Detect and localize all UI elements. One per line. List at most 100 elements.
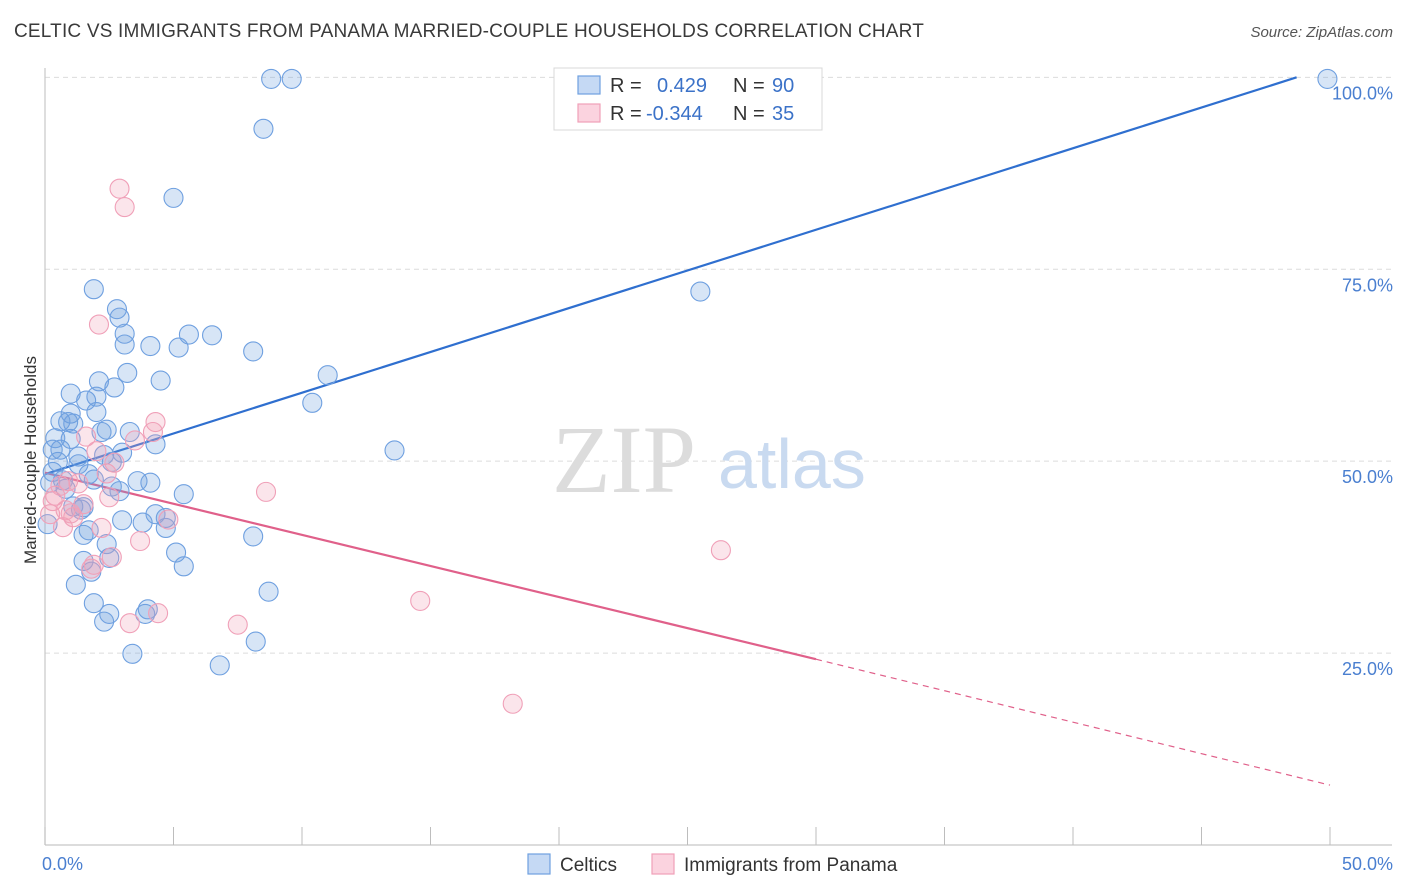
y-tick-labels: 25.0% 50.0% 75.0% 100.0% (1332, 83, 1393, 679)
y-tick-label: 75.0% (1342, 275, 1393, 295)
source-label: Source: ZipAtlas.com (1250, 24, 1393, 41)
legend-r-value-celtics: 0.429 (657, 75, 707, 97)
data-point (91, 517, 112, 539)
data-point (70, 499, 92, 520)
data-point (50, 411, 71, 432)
series-celtics (37, 68, 1338, 676)
data-point (317, 365, 338, 386)
legend-swatch-panama (577, 103, 601, 123)
data-point (1317, 68, 1338, 89)
data-points (37, 68, 1338, 714)
trend-line-extension (815, 658, 1331, 786)
x-tick-labels: 0.0% 50.0% (42, 854, 1393, 874)
legend-r-label-2: R = (610, 103, 642, 125)
bottom-legend-swatch-panama (651, 853, 675, 875)
legend-swatch-celtics (577, 75, 601, 95)
data-point (40, 504, 61, 525)
data-point (119, 613, 140, 634)
data-point (410, 590, 431, 611)
data-point (173, 556, 194, 577)
legend-n-label-2: N = (733, 103, 765, 125)
data-point (112, 510, 133, 531)
data-point (148, 603, 169, 624)
data-point (96, 463, 117, 484)
data-point (83, 469, 104, 490)
data-point (86, 386, 107, 407)
data-point (88, 371, 110, 392)
data-point (137, 599, 158, 620)
data-point (145, 411, 166, 433)
data-point (202, 325, 223, 346)
data-point (243, 341, 264, 362)
data-point (261, 68, 282, 89)
data-point (122, 643, 143, 664)
data-point (65, 574, 86, 595)
bottom-legend: Celtics Immigrants from Panama (527, 853, 898, 876)
data-point (68, 473, 89, 494)
watermark-zip: ZIP (552, 406, 696, 513)
legend-r-label-1: R = (610, 75, 642, 97)
bottom-legend-panama: Immigrants from Panama (684, 855, 898, 876)
data-point (99, 487, 120, 508)
legend-r-value-panama: -0.344 (646, 103, 703, 125)
data-point (104, 377, 125, 398)
data-point (88, 314, 110, 335)
data-point (91, 421, 112, 443)
data-point (690, 281, 711, 302)
data-point (86, 441, 107, 462)
data-point (45, 485, 66, 506)
data-point (281, 68, 302, 89)
data-point (83, 593, 104, 614)
data-point (227, 614, 248, 635)
data-point (155, 517, 176, 539)
data-point (243, 526, 264, 547)
data-point (178, 324, 199, 345)
data-point (50, 439, 71, 460)
trend-line (44, 471, 817, 661)
data-point (73, 550, 94, 572)
data-point (114, 323, 135, 344)
bottom-legend-celtics: Celtics (560, 855, 617, 876)
watermark-atlas: atlas (718, 425, 866, 503)
data-point (145, 434, 166, 455)
data-point (47, 451, 68, 472)
data-point (78, 520, 99, 541)
data-point (109, 481, 130, 502)
trend-line (44, 76, 1297, 476)
data-point (145, 504, 166, 525)
data-point (104, 452, 125, 473)
y-tick-label: 50.0% (1342, 467, 1393, 487)
data-point (150, 370, 171, 391)
y-axis-label: Married-couple Households (21, 356, 40, 564)
data-point (502, 693, 523, 714)
data-point (96, 419, 117, 440)
legend-n-label-1: N = (733, 75, 765, 97)
gridlines (45, 76, 1392, 654)
data-point (163, 187, 184, 208)
data-point (76, 390, 97, 411)
trend-lines (44, 76, 1331, 786)
data-point (106, 299, 128, 320)
data-point (109, 307, 130, 328)
data-point (258, 581, 279, 602)
data-point (114, 334, 135, 355)
axes (44, 68, 1392, 846)
data-point (76, 426, 97, 447)
data-point (86, 401, 107, 423)
data-point (101, 547, 122, 568)
data-point (140, 335, 161, 357)
data-point (302, 392, 323, 413)
y-tick-label: 100.0% (1332, 83, 1393, 103)
legend-n-value-panama: 35 (772, 103, 794, 125)
data-point (209, 655, 230, 676)
legend-box: R = 0.429 N = 90 R = -0.344 N = 35 (553, 67, 823, 131)
data-point (130, 530, 151, 552)
data-point (255, 481, 277, 502)
data-point (245, 631, 266, 652)
data-point (140, 472, 161, 493)
data-point (63, 413, 84, 434)
data-point (710, 540, 731, 561)
data-point (112, 442, 133, 463)
y-tick-label: 25.0% (1342, 659, 1393, 679)
